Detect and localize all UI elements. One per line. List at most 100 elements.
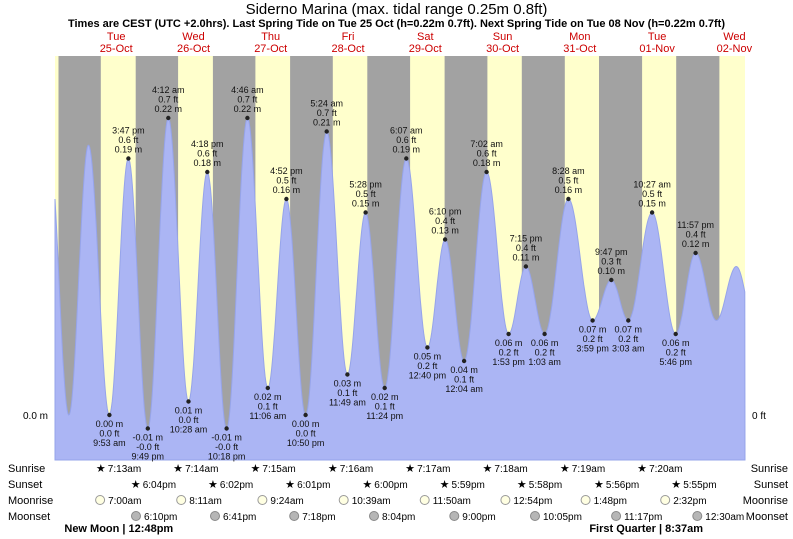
high-tide-label-line: 5:28 pm: [349, 180, 382, 190]
high-tide-label-line: 4:46 am: [231, 85, 264, 95]
sunrise-time: 7:16am: [340, 464, 373, 475]
high-tide-label-line: 0.6 ft: [477, 149, 498, 159]
day-name-label: Tue: [648, 31, 667, 43]
high-tide-marker: [363, 210, 368, 215]
low-tide-marker: [626, 318, 631, 323]
moonset-time: 6:10pm: [144, 512, 177, 523]
high-tide-label-line: 0.15 m: [352, 199, 380, 209]
high-tide-label-line: 0.11 m: [512, 253, 539, 263]
moonrise-time: 8:11am: [189, 496, 222, 507]
high-tide-label-line: 6:10 pm: [429, 207, 462, 217]
moonrise-icon: [176, 495, 187, 505]
row-label-moonrise-right: Moonrise: [743, 495, 788, 507]
sunset-time: 5:56pm: [606, 480, 639, 491]
row-label-moonrise-left: Moonrise: [8, 495, 53, 507]
high-tide-label-line: 6:07 am: [390, 126, 423, 136]
high-tide-label-line: 7:02 am: [470, 139, 503, 149]
high-tide-marker: [245, 115, 250, 121]
moonset-icon: [210, 511, 220, 521]
high-tide-marker: [566, 196, 571, 202]
sunset-icon: ★: [362, 479, 372, 491]
sunset-icon: ★: [131, 479, 141, 491]
moonset-time: 7:18pm: [302, 512, 335, 523]
high-tide-marker: [205, 169, 210, 175]
low-tide-marker: [303, 412, 308, 418]
moonrise-icon: [500, 495, 511, 505]
high-tide-label-line: 0.19 m: [115, 145, 143, 155]
high-tide-label-line: 0.22 m: [234, 104, 262, 114]
moonset-time: 12:30am: [705, 512, 744, 523]
low-tide-label-line: 0.03 m: [334, 379, 362, 389]
sunset-icon: ★: [208, 479, 218, 491]
low-tide-label-line: 0.2 ft: [583, 334, 604, 344]
sunrise-time: 7:15am: [262, 464, 295, 475]
low-tide-label-line: 0.04 m: [450, 365, 478, 375]
low-tide-label-line: 5:46 pm: [659, 357, 692, 367]
row-label-sunset-left: Sunset: [8, 479, 42, 491]
day-date-label: 29-Oct: [409, 43, 442, 55]
moonrise-time: 12:54pm: [513, 496, 552, 507]
high-tide-label-line: 0.18 m: [473, 158, 501, 168]
low-tide-marker: [673, 331, 678, 337]
high-tide-label-line: 0.21 m: [313, 118, 341, 128]
moonset-icon: [530, 511, 540, 521]
high-tide-marker: [609, 277, 614, 283]
high-tide-label-line: 0.7 ft: [317, 108, 338, 118]
low-tide-label-line: 0.2 ft: [666, 348, 687, 358]
sunrise-icon: ★: [482, 463, 492, 475]
low-tide-label-line: 0.0 ft: [296, 429, 317, 439]
low-tide-label-line: 0.2 ft: [535, 348, 556, 358]
low-tide-label-line: 0.06 m: [495, 338, 523, 348]
moonrise-time: 10:39am: [352, 496, 391, 507]
high-tide-marker: [126, 156, 131, 161]
sunrise-time: 7:20am: [649, 464, 682, 475]
high-tide-label-line: 0.16 m: [555, 185, 583, 195]
high-tide-label-line: 3:47 pm: [112, 126, 145, 136]
tide-curve: [54, 117, 746, 461]
low-tide-label-line: 0.07 m: [615, 325, 643, 335]
high-tide-label-line: 8:28 am: [552, 166, 585, 176]
high-tide-label-line: 0.13 m: [431, 226, 459, 236]
moonset-icon: [449, 511, 460, 521]
moonset-icon: [289, 511, 300, 521]
high-tide-label-line: 9:47 pm: [595, 247, 628, 257]
high-tide-marker: [523, 264, 529, 269]
low-tide-label-line: 0.05 m: [414, 352, 442, 362]
low-tide-label-line: -0.01 m: [133, 433, 164, 443]
day-name-label: Mon: [569, 31, 590, 43]
low-tide-label-line: 0.1 ft: [258, 402, 279, 412]
low-tide-marker: [461, 358, 467, 364]
low-tide-label-line: 0.0 ft: [99, 429, 120, 439]
y-axis-left-label: 0.0 m: [23, 411, 48, 422]
low-tide-label-line: 0.2 ft: [618, 334, 639, 344]
day-date-label: 25-Oct: [100, 43, 133, 55]
low-tide-label-line: 0.02 m: [371, 392, 399, 402]
high-tide-label-line: 0.5 ft: [276, 176, 297, 186]
moonset-icon: [692, 511, 703, 521]
high-tide-label-line: 0.16 m: [273, 185, 301, 195]
moonrise-time: 7:00am: [108, 496, 141, 507]
high-tide-label-line: 0.22 m: [155, 104, 183, 114]
high-tide-marker: [484, 169, 489, 175]
sunset-icon: ★: [594, 479, 604, 491]
high-tide-label-line: 0.4 ft: [686, 230, 707, 240]
high-tide-marker: [404, 156, 409, 161]
low-tide-label-line: 9:49 pm: [132, 452, 165, 462]
low-tide-marker: [186, 399, 191, 404]
low-tide-label-line: 0.1 ft: [375, 402, 396, 412]
low-tide-marker: [382, 385, 387, 391]
high-tide-label-line: 0.7 ft: [158, 95, 179, 105]
sunset-time: 5:59pm: [452, 480, 485, 491]
y-axis-right-label: 0 ft: [752, 411, 766, 422]
day-date-label: 30-Oct: [486, 43, 519, 55]
row-label-sunset-right: Sunset: [754, 479, 788, 491]
high-tide-label-line: 0.5 ft: [356, 189, 377, 199]
high-tide-marker: [324, 129, 329, 134]
day-date-label: 31-Oct: [563, 43, 596, 55]
sunset-icon: ★: [285, 479, 295, 491]
moon-phase-label: New Moon | 12:48pm: [64, 523, 173, 535]
day-name-label: Thu: [261, 31, 280, 43]
moonset-time: 8:04pm: [382, 512, 415, 523]
low-tide-label-line: 12:04 am: [445, 384, 483, 394]
low-tide-label-line: 0.2 ft: [499, 348, 520, 358]
